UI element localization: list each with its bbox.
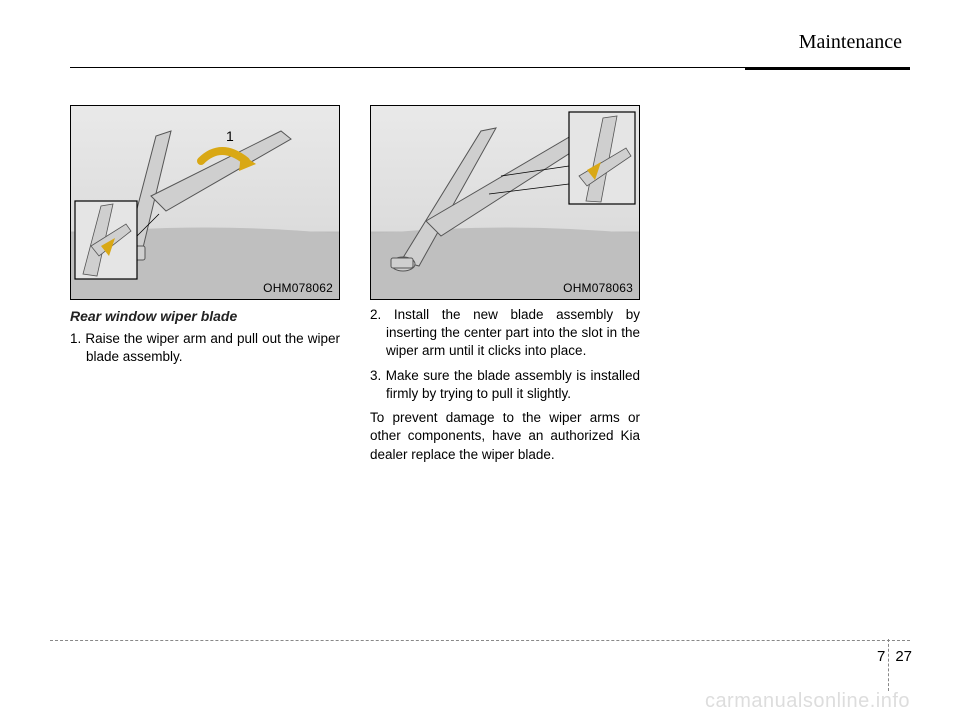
wiper-illustration-1: 1 (71, 106, 340, 300)
content-columns: 1 OHM078062 Rear window wiper (70, 105, 910, 470)
figure-1: 1 OHM078062 (70, 105, 340, 300)
figure-2: OHM078063 (370, 105, 640, 300)
page-number-value: 27 (895, 648, 912, 665)
column-1: 1 OHM078062 Rear window wiper (70, 105, 340, 470)
subheading-rear-wiper: Rear window wiper blade (70, 308, 340, 324)
step-3: 3. Make sure the blade assembly is insta… (370, 367, 640, 403)
step-2: 2. Install the new blade assembly by ins… (370, 306, 640, 361)
manual-page: Maintenance (0, 0, 960, 689)
note-text: To prevent damage to the wiper arms or o… (370, 409, 640, 464)
column-2: OHM078063 2. Install the new blade assem… (370, 105, 640, 470)
page-number: 7 27 (877, 648, 912, 665)
section-title: Maintenance (799, 31, 902, 54)
wiper-illustration-2 (371, 106, 640, 300)
page-header: Maintenance (70, 25, 910, 80)
step-1: 1. Raise the wiper arm and pull out the … (70, 330, 340, 366)
footer-dashed-rule (50, 640, 910, 641)
header-rule-thin (70, 67, 800, 68)
watermark: carmanualsonline.info (705, 690, 910, 713)
callout-number: 1 (226, 128, 234, 144)
header-rule-thick (745, 67, 910, 70)
figure-2-label: OHM078063 (563, 281, 633, 295)
column-3 (670, 105, 910, 470)
footer-dashed-vertical (888, 639, 889, 691)
section-number: 7 (877, 648, 885, 665)
figure-1-label: OHM078062 (263, 281, 333, 295)
column-2-text: 2. Install the new blade assembly by ins… (370, 306, 640, 464)
page-footer: 7 27 (50, 631, 910, 661)
column-1-text: 1. Raise the wiper arm and pull out the … (70, 330, 340, 366)
